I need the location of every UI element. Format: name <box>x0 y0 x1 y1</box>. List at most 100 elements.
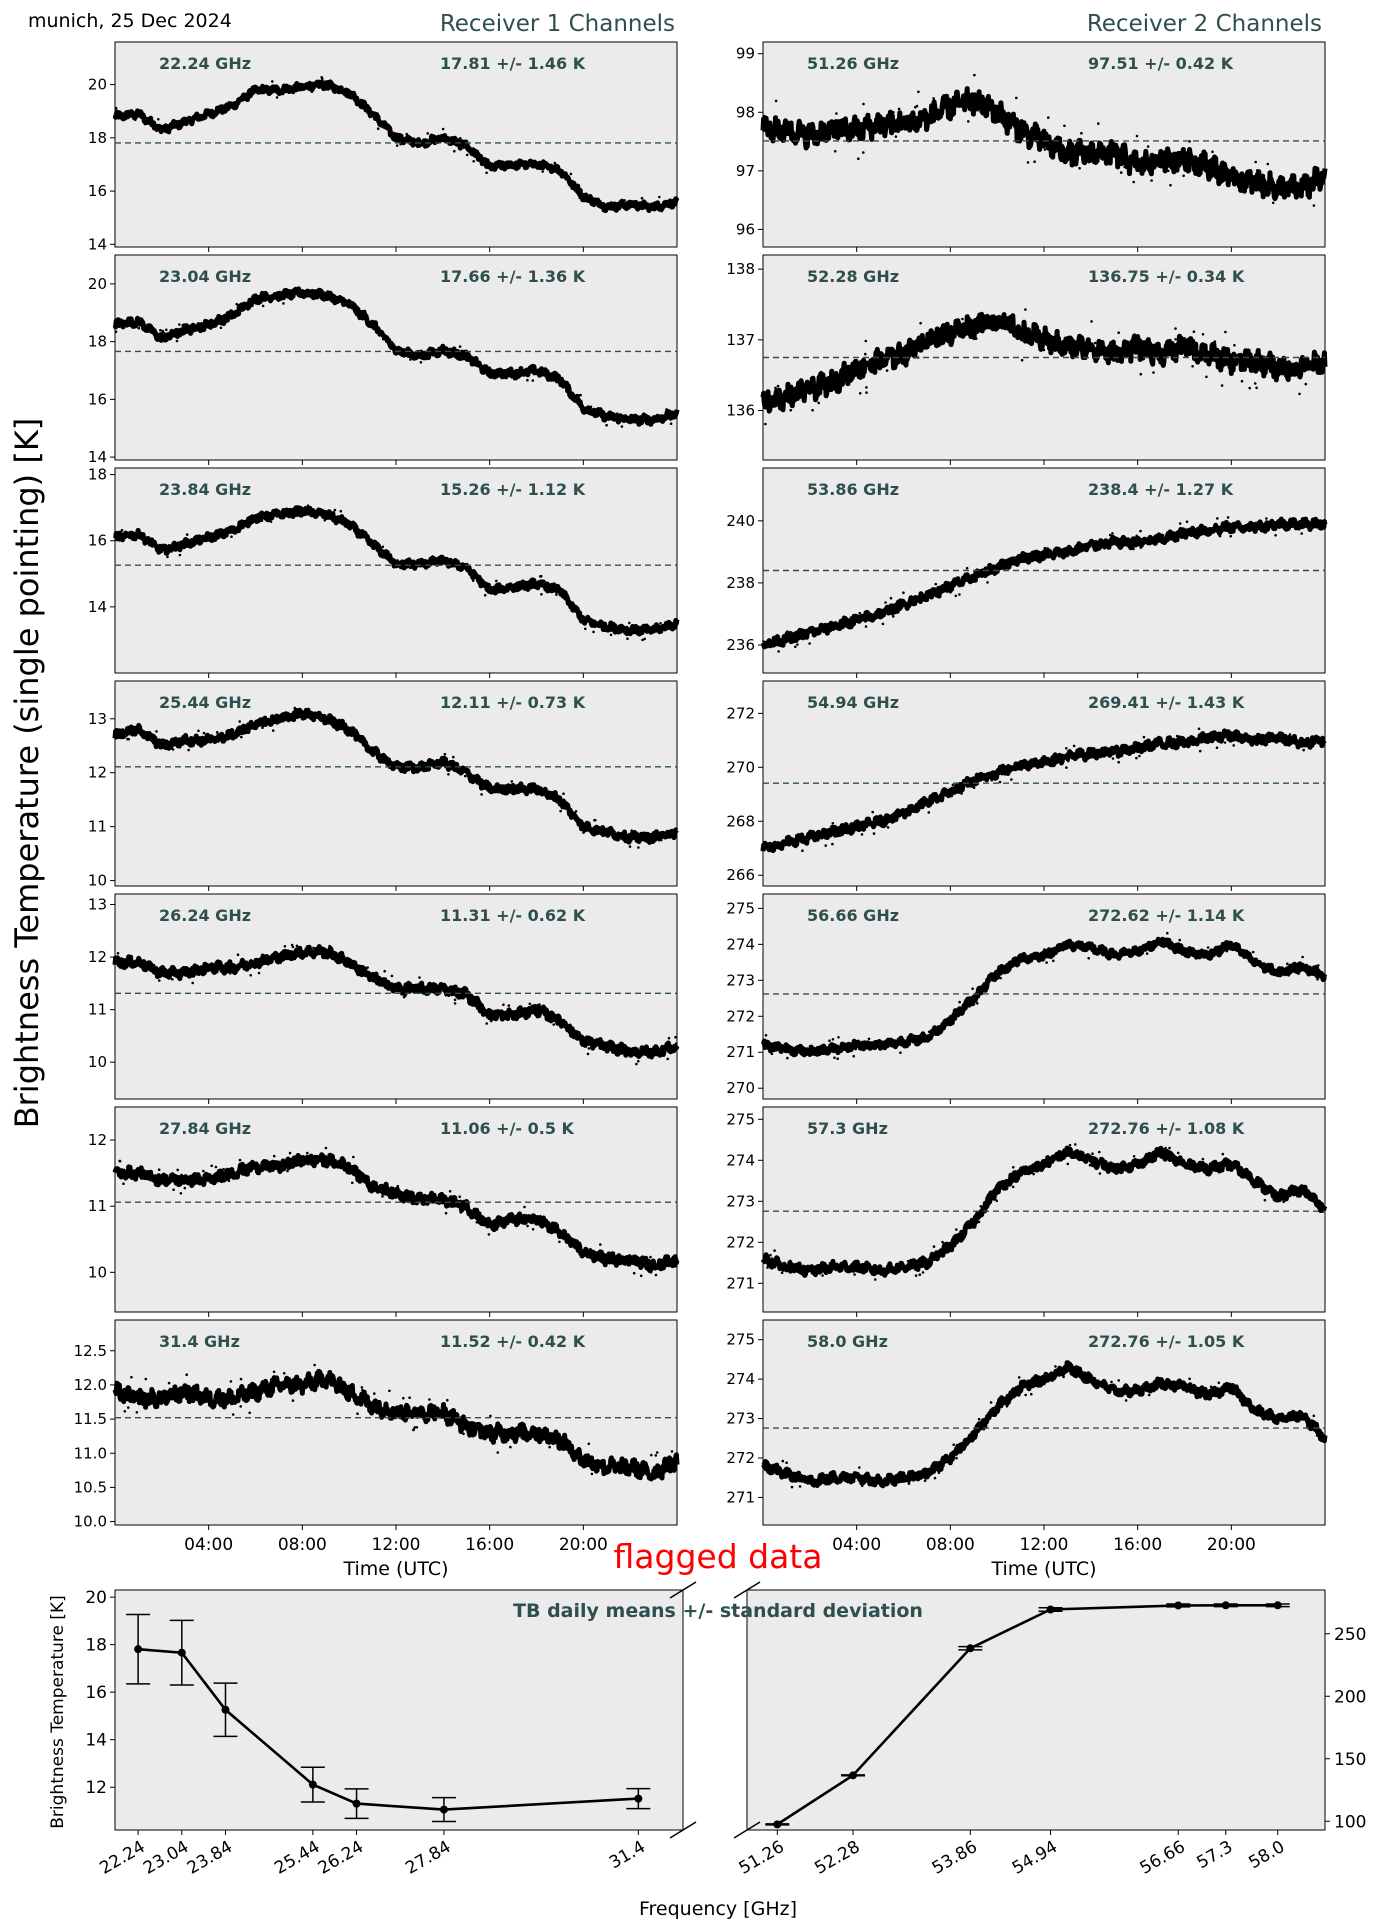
data-point <box>229 1380 233 1383</box>
data-point <box>159 328 162 332</box>
data-point <box>965 566 969 570</box>
y-tick-label: 12 <box>88 764 107 782</box>
data-point <box>230 535 233 538</box>
data-point <box>392 565 395 568</box>
data-point <box>240 735 243 739</box>
data-point <box>171 978 174 981</box>
data-point <box>1103 545 1107 548</box>
data-point <box>864 625 868 628</box>
data-point <box>546 1433 549 1437</box>
data-point <box>168 125 172 128</box>
data-point <box>1174 327 1177 330</box>
data-point <box>974 337 978 340</box>
data-point <box>627 200 631 204</box>
data-point <box>937 1471 941 1474</box>
axis-break-mark <box>669 1821 697 1839</box>
data-point <box>956 791 959 794</box>
data-point <box>934 582 938 586</box>
data-point <box>295 944 299 948</box>
data-point <box>772 1470 775 1474</box>
data-point <box>1304 382 1308 386</box>
data-point <box>1039 1384 1043 1388</box>
data-point <box>1142 735 1146 739</box>
data-point <box>185 326 189 329</box>
data-point <box>297 505 300 508</box>
receiver1-title: Receiver 1 Channels <box>440 11 675 37</box>
data-point <box>867 1037 871 1041</box>
x-tick-label: 16:00 <box>465 1535 514 1555</box>
data-point <box>355 304 358 308</box>
x-tick-label: 51.26 <box>736 1837 788 1879</box>
data-point <box>222 964 226 968</box>
data-point <box>1300 532 1303 535</box>
data-point <box>1023 1170 1027 1173</box>
data-point <box>1215 746 1219 749</box>
data-point <box>1287 974 1290 977</box>
data-point <box>884 601 887 604</box>
y-tick-label: 16 <box>85 1683 107 1703</box>
data-point <box>1274 1414 1278 1418</box>
data-point <box>795 395 799 399</box>
data-point <box>639 1274 643 1278</box>
data-point <box>1139 529 1142 533</box>
data-point <box>1108 533 1112 537</box>
data-point <box>878 821 881 825</box>
data-point <box>804 1269 808 1273</box>
y-tick-label: 275 <box>726 899 755 917</box>
data-point <box>919 321 922 325</box>
data-point <box>1045 961 1048 964</box>
data-point <box>249 974 252 977</box>
data-point <box>653 203 656 207</box>
data-point <box>1167 169 1170 173</box>
data-point <box>1192 330 1196 334</box>
data-point <box>593 197 597 200</box>
data-point <box>516 1221 519 1224</box>
y-tick-label: 14 <box>88 598 107 616</box>
data-point <box>361 102 365 105</box>
y-tick-label: 270 <box>726 1079 755 1097</box>
data-point <box>468 780 472 784</box>
data-point <box>271 729 275 732</box>
data-point <box>967 574 971 578</box>
data-point <box>155 730 158 733</box>
data-point <box>933 1476 937 1480</box>
data-point <box>296 1384 299 1387</box>
channel-stats-label: 272.76 +/- 1.08 K <box>1088 1119 1245 1138</box>
mean-point <box>308 1780 317 1789</box>
x-tick-label: 12:00 <box>1020 1535 1069 1555</box>
data-point <box>248 1411 251 1415</box>
data-point <box>366 966 369 969</box>
data-point <box>537 161 540 165</box>
data-point <box>120 528 124 532</box>
data-point <box>327 713 330 717</box>
data-point <box>1038 760 1041 764</box>
data-point <box>553 161 557 165</box>
data-point <box>789 408 792 412</box>
data-point <box>548 587 552 590</box>
data-point <box>973 73 976 77</box>
data-point <box>1288 733 1292 736</box>
data-point <box>1232 744 1235 747</box>
data-point <box>1033 160 1036 163</box>
data-point <box>485 1022 489 1025</box>
data-point <box>1145 952 1149 955</box>
channel-frequency-label: 53.86 GHz <box>807 480 899 499</box>
data-point <box>562 792 565 795</box>
y-tick-label: 11 <box>88 1001 107 1019</box>
data-point <box>1099 350 1103 354</box>
data-point <box>1125 541 1129 544</box>
data-point <box>313 1363 316 1367</box>
data-point <box>907 1482 911 1485</box>
data-point <box>764 422 767 426</box>
data-point <box>379 553 383 557</box>
data-point <box>1095 756 1098 759</box>
data-point <box>1254 361 1258 365</box>
data-point <box>1037 1381 1041 1385</box>
data-point <box>480 793 483 796</box>
data-point <box>623 199 626 202</box>
panel-background <box>114 1106 678 1313</box>
data-point <box>554 1438 557 1442</box>
data-point <box>917 90 920 94</box>
data-point <box>254 1394 257 1398</box>
receiver2-panel: 270 271 272 273 274 275 56.66 GHz 272.62 +/- 1.… <box>726 893 1328 1104</box>
